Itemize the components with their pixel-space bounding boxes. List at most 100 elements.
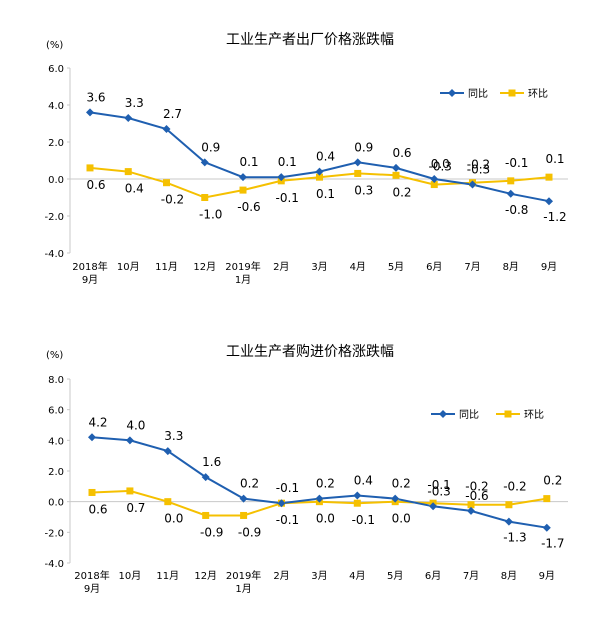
yoy-data-label: 0.9 — [354, 140, 373, 154]
yoy-data-label: -1.3 — [503, 531, 526, 545]
chart-1: 工业生产者出厂价格涨跌幅 (%) 6.0 4.0 2.0 0.0 -2.0 -4.0 2018年… — [44, 32, 568, 286]
yoy-data-label: -0.3 — [467, 163, 490, 177]
x-tick-label: 3月 — [311, 570, 327, 582]
yoy-point — [86, 108, 94, 117]
yoy-data-label: 0.4 — [354, 474, 373, 488]
x-tick-label: 9月 — [82, 274, 98, 286]
yoy-point — [468, 180, 477, 189]
x-tick-label: 2018年 — [74, 569, 109, 582]
yoy-point — [239, 173, 247, 182]
x-tick-label: 3月 — [311, 261, 327, 273]
mom-data-label: -0.1 — [505, 156, 528, 170]
mom-data-label: -0.2 — [465, 480, 488, 494]
mom-data-label: -0.1 — [352, 513, 375, 527]
legend-marker-mom — [508, 89, 516, 97]
x-tick-label: 6月 — [426, 261, 442, 273]
mom-data-label: 0.0 — [164, 512, 183, 526]
yoy-point — [162, 125, 171, 134]
mom-point — [430, 181, 438, 189]
x-tick-label: 7月 — [464, 261, 480, 273]
mom-point — [164, 498, 172, 506]
yoy-point — [315, 167, 324, 176]
yoy-point — [124, 113, 133, 122]
x-tick-label: 8月 — [503, 261, 519, 273]
yoy-data-label: 0.4 — [316, 150, 335, 164]
mom-point — [354, 169, 362, 177]
y-tick-label: 4.0 — [48, 101, 64, 112]
mom-data-label: 0.7 — [126, 501, 145, 515]
yoy-data-label: -1.2 — [543, 210, 566, 224]
yoy-point — [391, 494, 400, 503]
yoy-data-label: 2.7 — [163, 107, 182, 121]
yoy-data-label: 4.0 — [126, 418, 145, 432]
mom-point — [543, 495, 551, 503]
yoy-data-label: 0.1 — [239, 155, 258, 169]
mom-point — [201, 194, 209, 201]
yoy-data-label: 4.2 — [88, 415, 107, 429]
yoy-point — [239, 494, 248, 503]
mom-data-label: 0.0 — [392, 512, 411, 526]
mom-data-label: -0.9 — [238, 525, 261, 539]
mom-data-label: 0.2 — [392, 185, 411, 199]
y-tick-label: 8.0 — [48, 375, 64, 386]
yoy-point — [201, 473, 210, 482]
mom-point — [88, 488, 96, 496]
x-tick-label: 1月 — [235, 274, 251, 286]
x-tick-label: 11月 — [156, 570, 179, 582]
mom-point — [202, 511, 210, 519]
x-tick-label: 10月 — [117, 261, 140, 273]
x-tick-label: 5月 — [387, 570, 403, 582]
legend-marker-yoy — [439, 410, 447, 418]
yoy-point — [542, 523, 551, 532]
yoy-point — [88, 433, 96, 442]
mom-data-label: -0.1 — [427, 478, 450, 492]
mom-data-label: -0.2 — [161, 193, 184, 207]
x-tick-label: 2018年 — [72, 260, 107, 273]
mom-point — [240, 511, 248, 519]
legend: 同比 环比 — [431, 409, 544, 421]
yoy-data-label: -0.8 — [505, 203, 528, 217]
y-unit-label: (%) — [46, 350, 63, 361]
yoy-data-label: 0.0 — [431, 157, 450, 171]
mom-point — [505, 501, 513, 509]
y-tick-label: 4.0 — [48, 436, 64, 447]
mom-data-label: -0.3 — [429, 160, 452, 174]
mom-data-label: -0.9 — [200, 525, 223, 539]
mom-data-label: -0.1 — [276, 191, 299, 205]
yoy-point — [506, 189, 515, 198]
y-tick-label: -4.0 — [44, 559, 64, 570]
mom-point — [126, 487, 134, 495]
yoy-data-label: -0.1 — [276, 481, 299, 495]
yoy-point — [353, 491, 362, 500]
yoy-point — [200, 158, 209, 167]
mom-data-label: 0.3 — [354, 183, 373, 197]
x-tick-label: 9月 — [84, 583, 100, 595]
x-tick-label: 4月 — [350, 261, 366, 273]
yoy-point — [277, 173, 286, 182]
yoy-data-label: 3.6 — [86, 90, 105, 104]
y-tick-label: -2.0 — [44, 212, 64, 223]
yoy-data-label: 3.3 — [164, 429, 183, 443]
legend: 同比 环比 — [440, 88, 548, 100]
mom-data-label: 0.2 — [543, 474, 562, 488]
x-tick-label: 11月 — [155, 261, 178, 273]
legend-label-yoy: 同比 — [459, 409, 479, 421]
yoy-point — [430, 175, 439, 183]
x-tick-label: 12月 — [194, 570, 217, 582]
mom-data-label: 0.6 — [88, 502, 107, 516]
y-tick-label: 2.0 — [48, 138, 64, 149]
mom-data-label: 0.1 — [545, 152, 564, 166]
mom-data-label: -0.1 — [276, 513, 299, 527]
yoy-data-label: -1.7 — [541, 537, 564, 551]
mom-point — [545, 173, 553, 181]
yoy-data-label: 1.6 — [202, 455, 221, 469]
y-tick-label: 0.0 — [48, 498, 64, 509]
yoy-data-label: 0.2 — [392, 477, 411, 491]
chart-title: 工业生产者购进价格涨跌幅 — [226, 344, 394, 360]
mom-data-label: 0.4 — [125, 182, 144, 196]
x-tick-label: 4月 — [349, 570, 365, 582]
mom-point — [239, 186, 247, 194]
x-tick-label: 9月 — [539, 570, 555, 582]
